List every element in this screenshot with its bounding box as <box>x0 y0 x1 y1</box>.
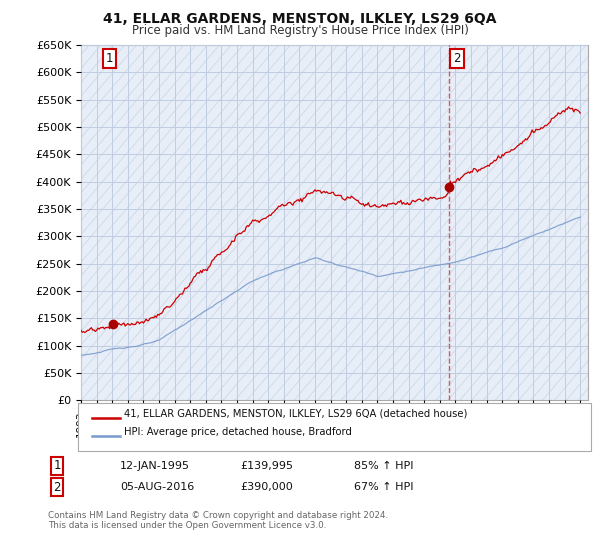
Text: Price paid vs. HM Land Registry's House Price Index (HPI): Price paid vs. HM Land Registry's House … <box>131 24 469 36</box>
Text: 12-JAN-1995: 12-JAN-1995 <box>120 461 190 471</box>
Text: 41, ELLAR GARDENS, MENSTON, ILKLEY, LS29 6QA: 41, ELLAR GARDENS, MENSTON, ILKLEY, LS29… <box>103 12 497 26</box>
Text: £139,995: £139,995 <box>240 461 293 471</box>
Text: 85% ↑ HPI: 85% ↑ HPI <box>354 461 413 471</box>
Text: 1: 1 <box>53 459 61 473</box>
Text: 05-AUG-2016: 05-AUG-2016 <box>120 482 194 492</box>
Text: £390,000: £390,000 <box>240 482 293 492</box>
Text: 41, ELLAR GARDENS, MENSTON, ILKLEY, LS29 6QA (detached house): 41, ELLAR GARDENS, MENSTON, ILKLEY, LS29… <box>124 409 467 419</box>
Text: 67% ↑ HPI: 67% ↑ HPI <box>354 482 413 492</box>
Text: HPI: Average price, detached house, Bradford: HPI: Average price, detached house, Brad… <box>124 427 352 437</box>
Text: Contains HM Land Registry data © Crown copyright and database right 2024.
This d: Contains HM Land Registry data © Crown c… <box>48 511 388 530</box>
Text: 2: 2 <box>53 480 61 494</box>
Text: 2: 2 <box>453 52 461 65</box>
Text: 1: 1 <box>106 52 113 65</box>
